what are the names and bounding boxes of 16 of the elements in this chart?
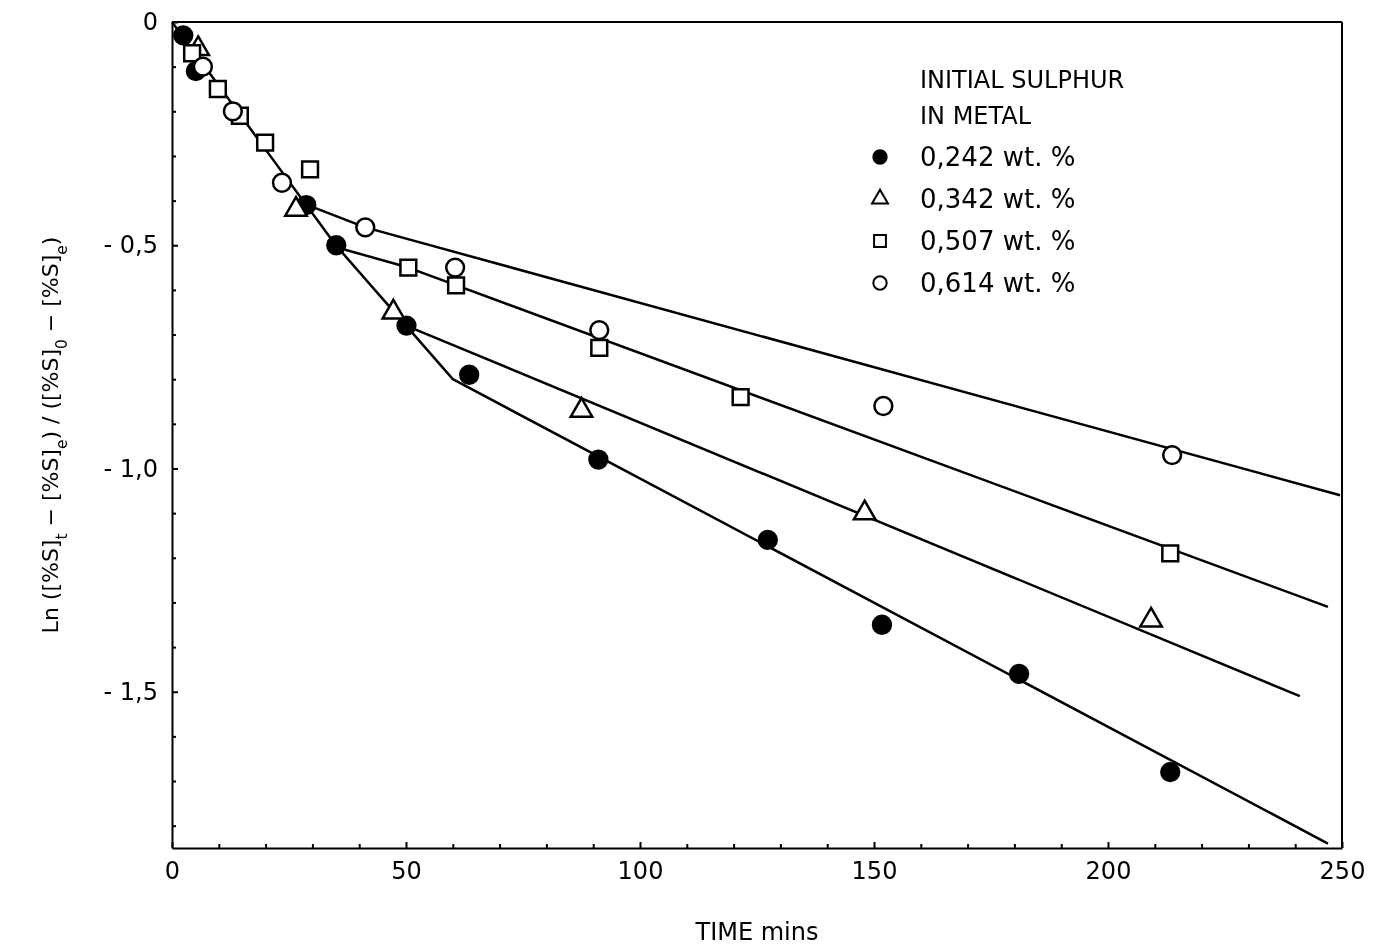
x-tick-label: 100	[617, 857, 664, 886]
y-tick-label: - 1,5	[103, 677, 158, 706]
y-tick-label: - 0,5	[103, 231, 158, 260]
y-tick-label: - 1,0	[103, 454, 158, 483]
x-tick-label: 50	[391, 857, 422, 886]
legend-label: 0,342 wt. %	[920, 184, 1076, 214]
legend-title: INITIAL SULPHUR IN METAL	[920, 66, 1125, 130]
x-tick-label: 0	[164, 857, 181, 886]
legend-label: 0,507 wt. %	[920, 226, 1076, 256]
x-axis-title: TIME mins	[694, 918, 819, 946]
legend-label: 0,242 wt. %	[920, 142, 1076, 172]
x-tick-label: 200	[1085, 857, 1132, 886]
x-tick-label: 150	[851, 857, 898, 886]
y-tick-label: 0	[142, 8, 158, 37]
legend-label: 0,614 wt. %	[920, 268, 1076, 298]
x-tick-label: 250	[1319, 857, 1366, 886]
